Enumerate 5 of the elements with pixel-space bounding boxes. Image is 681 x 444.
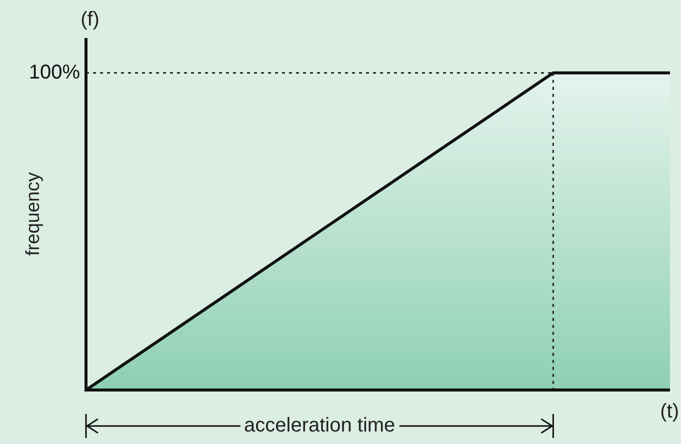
text: acceleration time <box>240 414 400 438</box>
text: (f) <box>80 8 100 31</box>
ref-line-label: 100% <box>28 61 80 84</box>
x-axis-title: (t) <box>660 400 679 423</box>
y-axis-title: frequency <box>23 172 44 256</box>
